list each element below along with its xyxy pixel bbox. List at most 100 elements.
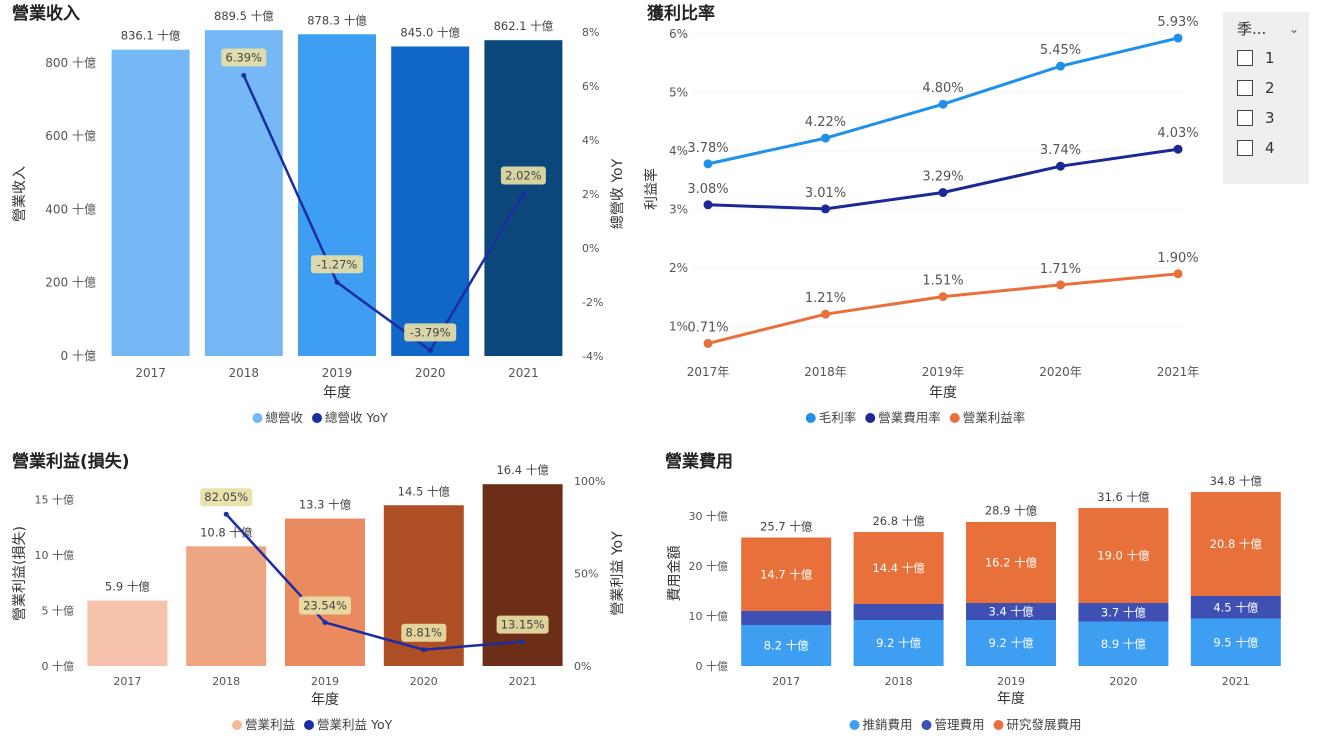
stack-segment — [1190, 596, 1281, 619]
opincome-panel: 營業利益(損失) 0 十億 5 十億 10 十億 15 十億 0% 50% 100% 5.9 … — [0, 448, 640, 742]
y2-tick-label: 100% — [574, 475, 605, 488]
legend-label: 總營收 YoY — [325, 410, 388, 425]
season-option-3[interactable]: 3 — [1223, 103, 1309, 133]
chevron-down-icon[interactable]: ⌄ — [1288, 21, 1299, 36]
opex-chart: 營業費用 0 十億 10 十億 20 十億 30 十億 8.2 十億 14.7 十億 25.… — [665, 451, 1281, 732]
x-tick-label: 2020年 — [1039, 365, 1082, 379]
y-tick-label: 6% — [669, 27, 688, 41]
season-option-2[interactable]: 2 — [1223, 73, 1309, 103]
season-option-4[interactable]: 4 — [1223, 133, 1309, 163]
yoy-point — [334, 279, 340, 285]
opincome-chart: 營業利益(損失) 0 十億 5 十億 10 十億 15 十億 0% 50% 100% 5.9 … — [12, 451, 626, 732]
bar-value-label: 5.9 十億 — [105, 580, 150, 594]
y2-tick-label: -2% — [582, 296, 603, 309]
point-label: 3.78% — [687, 141, 728, 156]
checkbox-icon[interactable] — [1237, 50, 1253, 66]
season-slicer-header[interactable]: 季... ⌄ — [1223, 12, 1309, 43]
series-point — [821, 309, 830, 319]
margins-chart-title: 獲利比率 — [647, 3, 715, 24]
y-axis-title: 費用金額 — [667, 546, 683, 602]
bar — [482, 484, 563, 666]
point-label: 3.29% — [922, 170, 963, 185]
y-tick-label: 30 十億 — [689, 509, 729, 523]
series-point — [1173, 144, 1183, 154]
data-label: 2.02% — [505, 168, 542, 182]
point-label: 5.93% — [1157, 15, 1198, 30]
data-label-box — [404, 323, 457, 342]
segment-label: 8.9 十億 — [1101, 637, 1146, 651]
x-tick-label: 2020 — [1109, 675, 1137, 688]
y2-axis-title: 總營收 YoY — [609, 158, 626, 229]
series-point — [1056, 61, 1065, 71]
segment-label: 8.2 十億 — [764, 639, 809, 653]
legend-marker — [865, 413, 876, 423]
x-axis-title: 年度 — [929, 385, 957, 401]
x-tick-label: 2017 — [135, 366, 166, 380]
legend-label: 營業利益 YoY — [317, 717, 393, 732]
bar-value-label: 14.5 十億 — [398, 484, 451, 498]
x-axis-title: 年度 — [311, 692, 339, 708]
yoy-line — [225, 513, 523, 651]
x-tick-label: 2021 — [1222, 675, 1250, 688]
point-label: 1.90% — [1157, 251, 1198, 266]
yoy-point — [322, 619, 328, 625]
y-tick-label: 15 十億 — [35, 493, 75, 507]
revenue-panel: 營業收入 0 十億 200 十億 400 十億 600 十億 800 十億 -4% -2% 0… — [0, 0, 640, 430]
season-option-1[interactable]: 1 — [1223, 43, 1309, 73]
point-label: 1.21% — [805, 291, 846, 306]
y-tick-label: 200 十億 — [45, 276, 96, 290]
y-tick-label: 0 十億 — [696, 659, 729, 673]
bar — [204, 30, 283, 356]
legend-marker — [304, 720, 314, 730]
x-tick-label: 2021 — [508, 366, 539, 380]
yoy-point — [520, 639, 526, 645]
y-tick-label: 0 十億 — [42, 659, 75, 673]
bar-value-label: 836.1 十億 — [121, 29, 181, 43]
bar-value-label: 878.3 十億 — [307, 13, 367, 27]
legend-label: 營業利益 — [245, 717, 295, 732]
series-point — [703, 338, 713, 348]
y-tick-label: 600 十億 — [45, 129, 96, 143]
data-label: -1.27% — [317, 257, 358, 271]
y2-tick-label: 6% — [582, 80, 599, 93]
series-point — [938, 99, 948, 109]
yoy-point — [427, 347, 433, 353]
data-label: 13.15% — [501, 618, 545, 632]
data-label-box — [500, 166, 546, 185]
segment-label: 9.2 十億 — [989, 636, 1034, 650]
y2-tick-label: -4% — [582, 350, 603, 363]
yoy-point — [241, 72, 247, 78]
y-axis-title: 營業利益(損失) — [12, 526, 28, 621]
point-label: 3.08% — [687, 182, 728, 197]
series-point — [1056, 161, 1065, 171]
y-tick-label: 400 十億 — [45, 202, 96, 216]
y2-tick-label: 4% — [582, 134, 599, 147]
checkbox-icon[interactable] — [1237, 110, 1253, 126]
point-label: 4.03% — [1157, 126, 1198, 141]
series-point — [703, 200, 713, 210]
checkbox-icon[interactable] — [1237, 80, 1253, 96]
x-tick-label: 2018 — [885, 675, 913, 688]
legend-label: 研究發展費用 — [1007, 717, 1082, 732]
season-slicer[interactable]: 季... ⌄ 1 2 3 4 — [1223, 12, 1309, 184]
data-label-box — [221, 48, 267, 67]
bar — [484, 40, 563, 356]
checkbox-icon[interactable] — [1237, 140, 1253, 156]
point-label: 1.71% — [1040, 262, 1081, 277]
season-option-label: 4 — [1265, 139, 1275, 157]
x-tick-label: 2020 — [415, 366, 446, 380]
y-tick-label: 0 十億 — [61, 349, 96, 363]
stack-segment — [741, 537, 832, 611]
x-tick-label: 2017 — [113, 675, 141, 688]
stack-segment — [853, 604, 944, 620]
series-point — [938, 292, 948, 302]
total-label: 25.7 十億 — [760, 520, 813, 534]
stack-segment — [966, 620, 1056, 666]
yoy-point — [520, 190, 526, 196]
data-label: 6.39% — [226, 50, 263, 64]
legend-label: 毛利率 — [819, 410, 857, 425]
season-slicer-title: 季... — [1237, 20, 1267, 38]
legend-marker — [949, 413, 960, 423]
legend-marker — [232, 720, 242, 730]
point-label: 4.80% — [922, 81, 963, 96]
